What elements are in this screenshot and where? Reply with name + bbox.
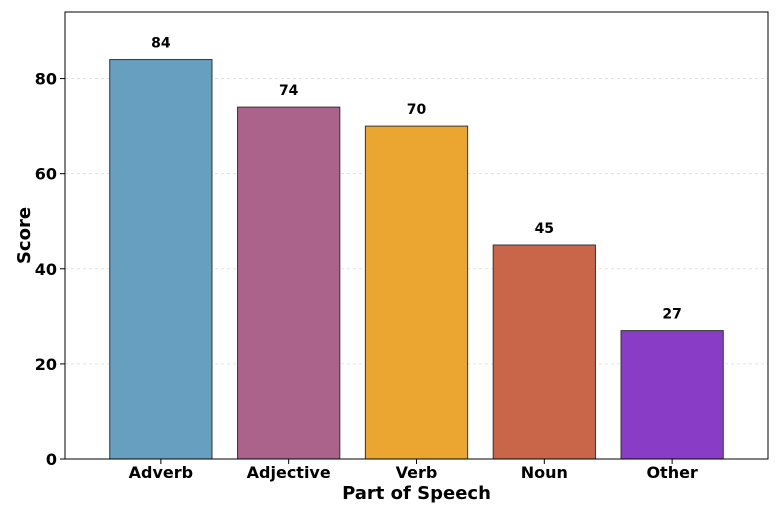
data-label: 45 [535, 221, 554, 237]
bar-adjective [237, 106, 341, 460]
x-axis-ticks: Adverb Adjective Verb Noun Other [129, 459, 698, 482]
bar-verb [364, 125, 469, 460]
x-axis-title: Part of Speech [342, 483, 491, 504]
x-tick-label: Other [646, 463, 697, 482]
y-axis-ticks: 0 20 40 60 80 [35, 70, 65, 469]
y-tick-label: 80 [35, 70, 57, 89]
data-labels: 84 74 70 45 27 [151, 36, 682, 323]
x-tick-label: Adverb [129, 463, 193, 482]
bar-adverb [109, 59, 213, 460]
data-label: 84 [151, 36, 171, 52]
bar-noun [492, 244, 596, 460]
x-tick-label: Noun [521, 463, 568, 482]
data-label: 74 [279, 83, 299, 99]
y-tick-label: 60 [35, 165, 57, 184]
bar-other [620, 330, 724, 460]
y-tick-label: 0 [46, 450, 57, 469]
y-tick-label: 20 [35, 355, 57, 374]
y-tick-label: 40 [35, 260, 57, 279]
x-tick-label: Verb [396, 463, 438, 482]
bars [109, 59, 724, 460]
y-axis-title: Score [14, 207, 35, 264]
data-label: 70 [407, 102, 427, 118]
data-label: 27 [662, 307, 681, 323]
x-tick-label: Adjective [247, 463, 331, 482]
